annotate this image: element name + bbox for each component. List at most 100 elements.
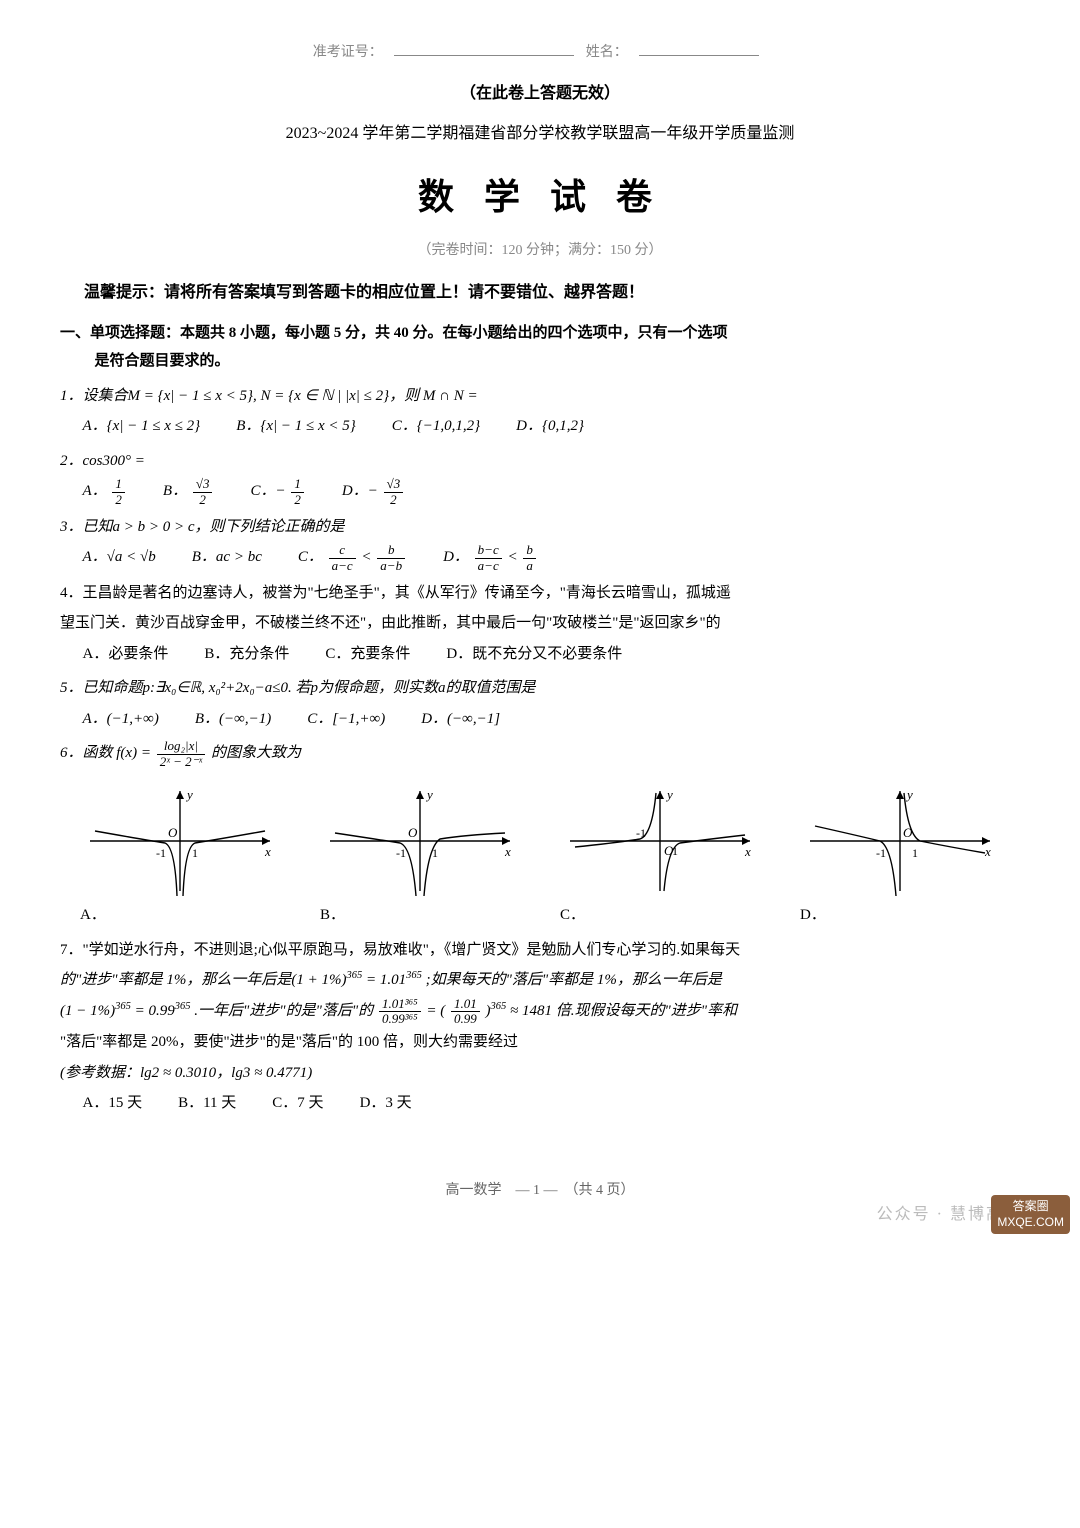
svg-text:1: 1 <box>912 846 918 860</box>
q1-B: B．{x| − 1 ≤ x < 5} <box>236 412 356 441</box>
q7-l3-m3: = ( <box>426 1003 445 1019</box>
q4-line2: 望玉门关．黄沙百战穿金甲，不破楼兰终不还"，由此推断，其中最后一句"攻破楼兰"是… <box>60 609 1020 638</box>
svg-text:y: y <box>665 787 673 802</box>
q6-label-D: D． <box>790 901 1010 930</box>
q2-C: C．− 12 <box>250 477 305 507</box>
q7-l3-m1: = 0.99 <box>135 1003 175 1019</box>
q3-stem: 3．已知a > b > 0 > c，则下列结论正确的是 <box>60 513 1020 542</box>
name-blank <box>639 42 759 56</box>
q1: 1．设集合M = {x| − 1 ≤ x < 5}, N = {x ∈ ℕ | … <box>60 382 1020 441</box>
q5-stem: 5．已知命题p:∃x₀∈ℝ, x₀²+2x₀−a≤0. 若p为假命题，则实数a的… <box>60 674 1020 703</box>
q3-C-frac2: ba−b <box>377 543 405 573</box>
q4-B: B．充分条件 <box>204 640 289 669</box>
q2-opts: A． 12 B． √32 C．− 12 D．− √32 <box>83 477 1021 507</box>
q7-line1: 7．"学如逆水行舟，不进则退;心似平原跑马，易放难收"，《增广贤文》是勉励人们专… <box>60 936 1020 965</box>
q7-l2-mid: = 1.01 <box>366 972 406 988</box>
section1-line1: 一、单项选择题：本题共 8 小题，每小题 5 分，共 40 分。在每小题给出的四… <box>60 325 728 341</box>
q6-graph-C: y x O -1 1 C． <box>550 781 770 930</box>
q1-C: C．{−1,0,1,2} <box>392 412 480 441</box>
q6-label-A: A． <box>70 901 290 930</box>
svg-text:1: 1 <box>192 846 198 860</box>
q4: 4．王昌龄是著名的边塞诗人，被誉为"七绝圣手"，其《从军行》传诵至今，"青海长云… <box>60 579 1020 669</box>
header-line: 准考证号： 姓名： <box>60 40 1020 67</box>
q2-A-frac: 12 <box>112 477 125 507</box>
q7-l3-m2: .一年后"进步"的是"落后"的 <box>194 1003 373 1019</box>
svg-text:x: x <box>504 844 511 859</box>
q3-C-frac1: ca−c <box>329 543 356 573</box>
q1-A: A．{x| − 1 ≤ x ≤ 2} <box>83 412 201 441</box>
q7-line4: "落后"率都是 20%，要使"进步"的是"落后"的 100 倍，则大约需要经过 <box>60 1028 1020 1057</box>
svg-text:x: x <box>984 844 991 859</box>
q7-D: D．3 天 <box>360 1089 412 1118</box>
q7-l3-e1: 365 <box>115 1001 131 1012</box>
q3-D-pre: D． <box>443 550 469 566</box>
q2-B-frac: √32 <box>193 477 213 507</box>
q3: 3．已知a > b > 0 > c，则下列结论正确的是 A．√a < √b B．… <box>60 513 1020 573</box>
section1-head: 一、单项选择题：本题共 8 小题，每小题 5 分，共 40 分。在每小题给出的四… <box>60 319 1020 376</box>
q7-line3: (1 − 1%)365 = 0.99365 .一年后"进步"的是"落后"的 1.… <box>60 997 1020 1027</box>
q4-A: A．必要条件 <box>83 640 169 669</box>
q6-graph-A: y x O -1 1 A． <box>70 781 290 930</box>
svg-text:-1: -1 <box>876 846 886 860</box>
q6-label-C: C． <box>550 901 770 930</box>
q7-l2-e1: 365 <box>346 970 362 981</box>
q7-B: B．11 天 <box>178 1089 236 1118</box>
svg-text:O: O <box>168 825 178 840</box>
exam-id-label: 准考证号： <box>313 45 383 60</box>
title-line: 2023~2024 学年第二学期福建省部分学校教学联盟高一年级开学质量监测 <box>60 119 1020 149</box>
q2-C-label: C．− <box>250 483 285 499</box>
watermark-badge-bot: MXQE.COM <box>997 1215 1064 1231</box>
q4-opts: A．必要条件 B．充分条件 C．充要条件 D．既不充分又不必要条件 <box>83 640 1021 669</box>
name-label: 姓名： <box>586 45 628 60</box>
q7-l3-frac2: 1.010.99 <box>451 997 480 1027</box>
q6-stem: 6．函数 f(x) = log₂|x|2ˣ − 2⁻ˣ 的图象大致为 <box>60 739 1020 769</box>
q5: 5．已知命题p:∃x₀∈ℝ, x₀²+2x₀−a≤0. 若p为假命题，则实数a的… <box>60 674 1020 733</box>
q6-pre: 6．函数 f(x) = <box>60 746 155 762</box>
q5-D: D．(−∞,−1] <box>421 705 500 734</box>
q2-stem: 2．cos300° = <box>60 447 1020 476</box>
q7-l3-post: ≈ 1481 倍.现假设每天的"进步"率和 <box>510 1003 737 1019</box>
q5-opts: A．(−1,+∞) B．(−∞,−1) C．[−1,+∞) D．(−∞,−1] <box>83 705 1021 734</box>
svg-text:x: x <box>744 844 751 859</box>
q3-D-frac1: b−ca−c <box>475 543 502 573</box>
q7-l2-pre: 的"进步"率都是 1%，那么一年后是(1 + 1%) <box>60 972 346 988</box>
q2-D: D．− √32 <box>342 477 405 507</box>
q7-l2-e2: 365 <box>406 970 422 981</box>
section1-line2: 是符合题目要求的。 <box>95 347 1021 376</box>
q1-opts: A．{x| − 1 ≤ x ≤ 2} B．{x| − 1 ≤ x < 5} C．… <box>83 412 1021 441</box>
q6-graph-B: y x O -1 1 B． <box>310 781 530 930</box>
svg-text:-1: -1 <box>396 846 406 860</box>
tip: 温馨提示：请将所有答案填写到答题卡的相应位置上！请不要错位、越界答题！ <box>60 278 1020 308</box>
q3-opts: A．√a < √b B．ac > bc C． ca−c < ba−b D． b−… <box>83 543 1021 573</box>
q2-A-label: A． <box>83 483 107 499</box>
q7-l3-frac1: 1.01³⁶⁵0.99³⁶⁵ <box>379 997 421 1027</box>
q3-D: D． b−ca−c < ba <box>443 543 538 573</box>
sub-title: （完卷时间：120 分钟；满分：150 分） <box>60 238 1020 265</box>
q7-A: A．15 天 <box>83 1089 143 1118</box>
q4-line1: 4．王昌龄是著名的边塞诗人，被誉为"七绝圣手"，其《从军行》传诵至今，"青海长云… <box>60 579 1020 608</box>
q3-D-mid: < <box>507 550 521 566</box>
q5-B: B．(−∞,−1) <box>195 705 271 734</box>
q2-C-frac: 12 <box>291 477 304 507</box>
svg-text:y: y <box>185 787 193 802</box>
q3-C: C． ca−c < ba−b <box>298 543 407 573</box>
q7-opts: A．15 天 B．11 天 C．7 天 D．3 天 <box>83 1089 1021 1118</box>
q3-C-pre: C． <box>298 550 323 566</box>
svg-text:x: x <box>264 844 271 859</box>
q6-post: 的图象大致为 <box>211 746 301 762</box>
notice-top: （在此卷上答题无效） <box>60 79 1020 109</box>
q6-graph-D: y x O -1 1 D． <box>790 781 1010 930</box>
q6-label-B: B． <box>310 901 530 930</box>
q1-D: D．{0,1,2} <box>516 412 584 441</box>
q7-l2-post: ;如果每天的"落后"率都是 1%，那么一年后是 <box>426 972 722 988</box>
watermark-badge: 答案圈 MXQE.COM <box>991 1195 1070 1234</box>
q7-line2: 的"进步"率都是 1%，那么一年后是(1 + 1%)365 = 1.01365 … <box>60 966 1020 995</box>
q4-C: C．充要条件 <box>325 640 410 669</box>
q7: 7．"学如逆水行舟，不进则退;心似平原跑马，易放难收"，《增广贤文》是勉励人们专… <box>60 936 1020 1118</box>
q6: 6．函数 f(x) = log₂|x|2ˣ − 2⁻ˣ 的图象大致为 y x O… <box>60 739 1020 929</box>
q3-D-frac2: ba <box>523 543 536 573</box>
q1-stem: 1．设集合M = {x| − 1 ≤ x < 5}, N = {x ∈ ℕ | … <box>60 382 1020 411</box>
q3-A: A．√a < √b <box>83 543 156 573</box>
svg-text:O: O <box>408 825 418 840</box>
q3-B: B．ac > bc <box>192 543 262 573</box>
